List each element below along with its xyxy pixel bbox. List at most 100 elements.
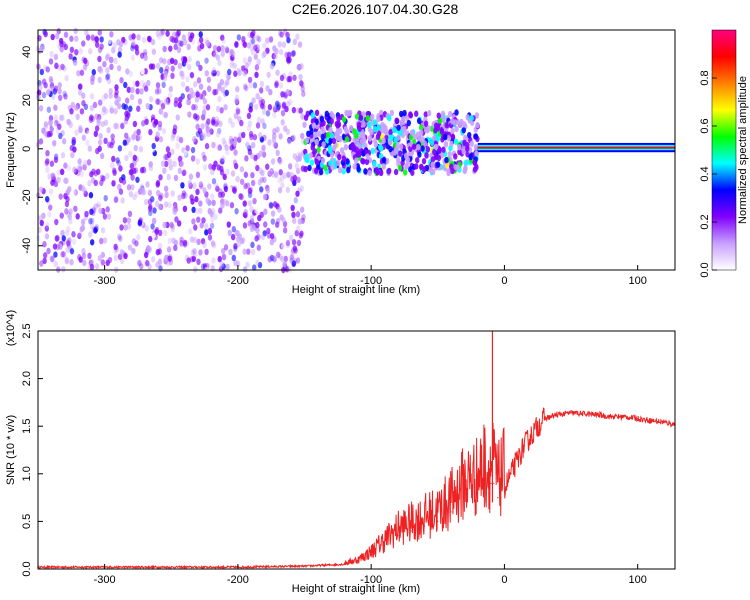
spectrogram-cell bbox=[95, 147, 100, 155]
spectrogram-cell bbox=[341, 155, 347, 162]
spectrogram-cell bbox=[272, 111, 277, 119]
spectrogram-cell bbox=[39, 68, 45, 76]
spectrogram-cell bbox=[290, 176, 295, 183]
spectrogram-cell bbox=[211, 199, 216, 207]
colorbar-tick-label: 0.0 bbox=[699, 262, 711, 277]
spectrogram-cell bbox=[120, 197, 125, 204]
spectrogram-cell bbox=[352, 128, 357, 135]
spectrogram-cell bbox=[151, 142, 156, 150]
spectrogram-cell bbox=[97, 139, 103, 146]
spectrogram-cell bbox=[46, 247, 51, 255]
spectrogram-cell bbox=[266, 71, 271, 78]
spectrogram-cell bbox=[361, 150, 366, 157]
spectrogram-cell bbox=[167, 201, 172, 209]
spectrogram-cell bbox=[261, 108, 267, 116]
spectrogram-cell bbox=[239, 193, 244, 201]
spectrogram-cell bbox=[60, 229, 65, 237]
spectrogram-cell bbox=[277, 177, 282, 184]
spectrogram-cell bbox=[300, 113, 305, 120]
spectrogram-cell bbox=[61, 265, 66, 273]
spectrogram-cell bbox=[85, 34, 91, 41]
spectrogram-cell bbox=[376, 115, 381, 123]
spectrogram-cell bbox=[307, 164, 312, 172]
spectrogram-cell bbox=[379, 109, 384, 117]
spectrogram-cell bbox=[205, 104, 211, 111]
spectrogram-cell bbox=[128, 150, 133, 158]
spectrogram-cell bbox=[54, 119, 59, 127]
spectrogram-cell bbox=[191, 255, 197, 263]
spectrogram-cell bbox=[148, 95, 154, 103]
spectrogram-cell bbox=[94, 41, 100, 48]
spectrogram-cell bbox=[155, 181, 160, 188]
spectrogram-cell bbox=[55, 243, 60, 251]
spectrogram-cell bbox=[89, 259, 95, 266]
spectrogram-cell bbox=[206, 130, 211, 138]
spectrogram-cell bbox=[220, 86, 226, 94]
spectrogram-cell bbox=[157, 124, 163, 131]
spectrogram-cell bbox=[296, 225, 301, 232]
spectrogram-cell bbox=[224, 46, 230, 54]
spectrogram-cell bbox=[105, 206, 110, 213]
spectrogram-cell bbox=[384, 128, 389, 136]
spectrogram-cell bbox=[302, 121, 307, 128]
spectrogram-cell bbox=[258, 132, 263, 139]
spectrogram-cell bbox=[204, 248, 209, 256]
spectrogram-cell bbox=[291, 106, 297, 114]
spectrogram-cell bbox=[123, 252, 128, 260]
spectrogram-cell bbox=[467, 131, 472, 139]
spectrogram-cell bbox=[294, 162, 299, 170]
spectrogram-cell bbox=[249, 38, 254, 45]
spectrogram-cell bbox=[180, 182, 185, 189]
spectrogram-cell bbox=[298, 182, 303, 190]
spectrogram-cell bbox=[58, 114, 64, 122]
spectrogram-cell bbox=[196, 258, 201, 266]
spectrogram-cell bbox=[231, 225, 237, 233]
spectrogram-cell bbox=[77, 232, 82, 240]
spectrogram-cell bbox=[314, 138, 319, 146]
spectrogram-cell bbox=[288, 98, 293, 106]
spectrogram-cell bbox=[150, 38, 156, 46]
spectrogram-cell bbox=[248, 82, 253, 89]
spectrogram-cell bbox=[251, 161, 256, 169]
spectrogram-cell bbox=[235, 175, 240, 183]
spectrogram-cell bbox=[258, 150, 263, 157]
spectrogram-cell bbox=[89, 208, 94, 215]
spectrogram-cell bbox=[272, 256, 277, 263]
spectrogram-cell bbox=[57, 87, 62, 95]
spectrogram-cell bbox=[308, 152, 313, 159]
spectrogram-cell bbox=[43, 252, 48, 259]
spectrogram-cell bbox=[79, 108, 85, 115]
snr-data-point bbox=[383, 544, 386, 546]
spectrogram-cell bbox=[241, 65, 246, 72]
spectrogram-cell bbox=[199, 222, 204, 229]
spectrogram-cell bbox=[43, 30, 48, 38]
spectrogram-cell bbox=[207, 126, 213, 134]
spectrogram-cell bbox=[63, 146, 69, 153]
spectrogram-cell bbox=[176, 220, 182, 227]
spectrogram-cell bbox=[132, 193, 137, 201]
spectrogram-cell bbox=[69, 35, 74, 42]
spectrogram-cell bbox=[262, 50, 267, 58]
colorbar-ticks: 0.0 0.2 0.4 0.6 0.8 bbox=[699, 70, 717, 278]
spectrogram-cell bbox=[53, 251, 58, 258]
spectrogram-cell bbox=[420, 145, 425, 152]
spectrogram-cell bbox=[148, 235, 153, 243]
spectrogram-cell bbox=[136, 105, 141, 112]
spectrogram-cell bbox=[227, 186, 233, 194]
spectrogram-cell bbox=[424, 152, 429, 159]
snr-panel: -300 -200 -100 0 100 0.0 0.5 1.0 1.5 2.0 2.5 (x10… bbox=[5, 310, 676, 595]
spectrogram-cell bbox=[416, 117, 422, 125]
spectrogram-cell bbox=[140, 52, 145, 59]
spectrogram-cell bbox=[167, 255, 172, 262]
spectrogram-cell bbox=[218, 120, 223, 127]
spectrogram-cell bbox=[143, 251, 149, 259]
snr-x-axis-label: Height of straight line (km) bbox=[292, 583, 420, 595]
spectrogram-cell bbox=[394, 117, 399, 124]
spectrogram-cell bbox=[372, 125, 378, 133]
colorbar-label: Normalized spectral amplitude bbox=[737, 76, 749, 224]
spectrogram-cell bbox=[81, 99, 86, 107]
spectrogram-cell bbox=[354, 157, 359, 164]
spectrogram-cell bbox=[181, 169, 186, 177]
spectrogram-cell bbox=[157, 203, 163, 210]
